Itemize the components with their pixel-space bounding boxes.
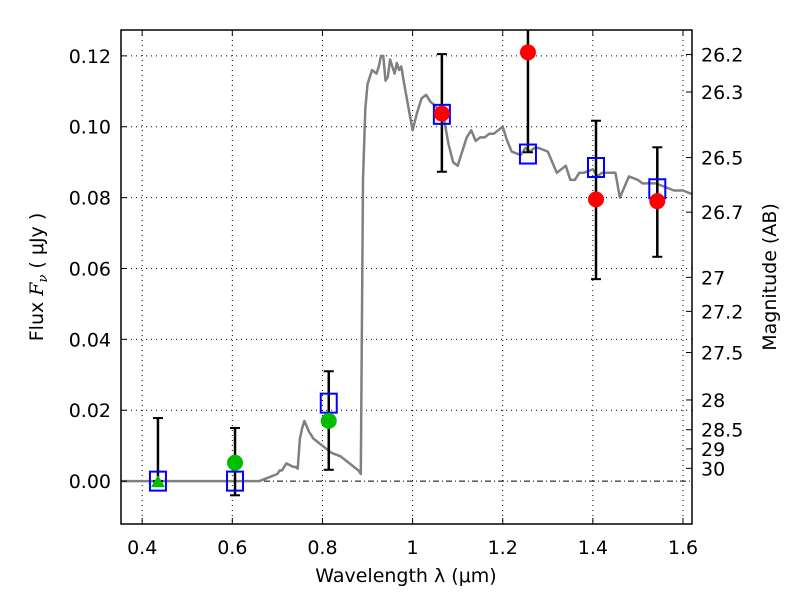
y-axis-label-subscript: ν: [36, 275, 51, 283]
y-tick-label: 0.10: [69, 117, 111, 139]
model-photometry-square: [148, 470, 167, 492]
observed-red-point: [519, 44, 536, 61]
observed-red-point: [588, 191, 605, 208]
x-tick-label: 0.4: [127, 537, 157, 559]
y2-tick-label: 26.7: [701, 202, 743, 224]
y2-tick-label: 26.2: [701, 44, 743, 66]
y-tick-label: 0.02: [69, 400, 111, 422]
y-tick-label: 0.04: [69, 329, 111, 351]
model-photometry-square: [518, 143, 537, 165]
observed-green-point: [227, 454, 244, 471]
model-photometry-square: [432, 103, 451, 125]
y-ticks-group: 0.00 0.02 0.04 0.06 0.08 0.10 0.12: [69, 46, 127, 493]
y-axis-label-suffix: ( μJy ): [26, 213, 48, 275]
y2-tick-label: 26.5: [701, 148, 743, 170]
y-tick-label: 0.06: [69, 258, 111, 280]
y-axis-label-symbol: F: [26, 282, 48, 297]
x-axis-label: Wavelength λ (μm): [315, 565, 496, 587]
observed-red-point: [649, 193, 666, 210]
spectrum-line: [121, 54, 693, 483]
y-axis-label: Flux Fν ( μJy ): [26, 213, 51, 342]
upper-limit-triangle: [150, 475, 165, 488]
y2-tick-label: 27.5: [701, 342, 743, 364]
grid: [121, 30, 692, 524]
y2-tick-label: 30: [701, 458, 725, 480]
x-ticks-group: 0.4 0.6 0.8 1 1.2 1.4 1.6: [127, 30, 698, 559]
y2-tick-label: 27.2: [701, 301, 743, 323]
model-photometry-square: [319, 392, 338, 414]
y2-tick-label: 27: [701, 267, 725, 289]
y2-tick-label: 28: [701, 390, 725, 412]
y-tick-label: 0.12: [69, 46, 111, 68]
observed-green-point: [320, 412, 337, 429]
x-tick-label: 0.6: [217, 537, 247, 559]
x-tick-label: 1.2: [488, 537, 518, 559]
x-tick-label: 1.4: [578, 537, 608, 559]
y2-axis-label: Magnitude (AB): [759, 203, 781, 351]
y2-tick-label: 28.5: [701, 420, 743, 442]
y-tick-label: 0.00: [69, 471, 111, 493]
y2-tick-label: 29: [701, 439, 725, 461]
markers-group: [148, 44, 667, 492]
x-tick-label: 0.8: [307, 537, 337, 559]
model-photometry-square: [587, 156, 606, 178]
x-tick-label: 1.6: [668, 537, 698, 559]
x-tick-label: 1: [407, 537, 419, 559]
model-photometry-square: [226, 470, 245, 492]
y-tick-label: 0.08: [69, 188, 111, 210]
observed-red-point: [433, 105, 450, 122]
y2-tick-label: 26.3: [701, 82, 743, 104]
spectrum-group: [121, 54, 693, 483]
y-axis-label-prefix: Flux: [26, 296, 48, 342]
